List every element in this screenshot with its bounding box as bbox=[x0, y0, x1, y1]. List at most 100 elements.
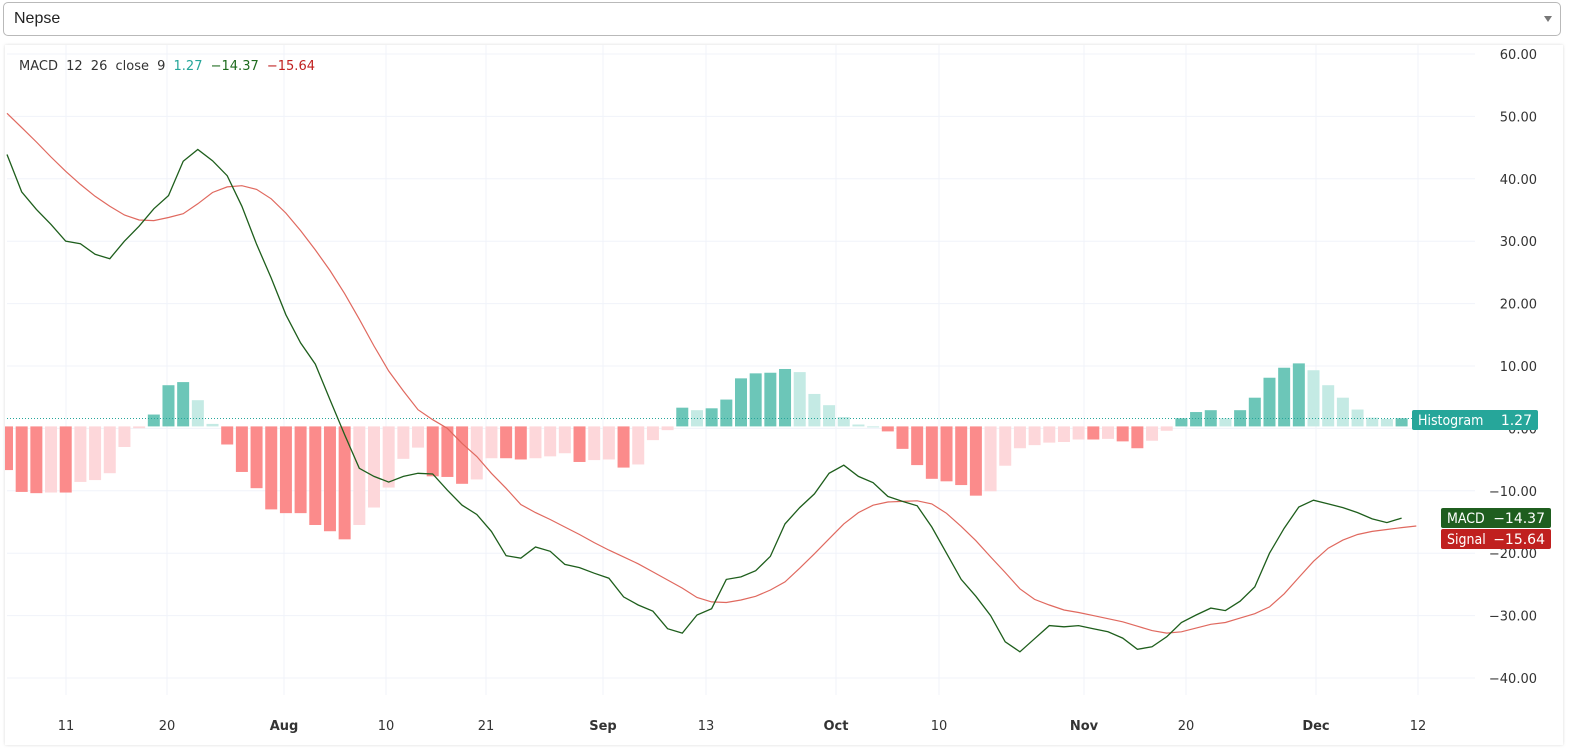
histogram-bar bbox=[133, 426, 146, 429]
y-tick-label: 50.00 bbox=[1500, 110, 1537, 125]
histogram-bar bbox=[1278, 367, 1291, 427]
histogram-price-label-name: Histogram bbox=[1418, 413, 1483, 429]
y-tick-label: −40.00 bbox=[1489, 672, 1537, 687]
histogram-bar bbox=[808, 393, 821, 427]
histogram-price-label: Histogram 1.27 bbox=[1412, 410, 1538, 430]
x-tick-label: 10 bbox=[931, 719, 948, 734]
histogram-bar bbox=[1307, 370, 1320, 427]
legend-name: MACD bbox=[19, 59, 58, 74]
x-tick-label: 10 bbox=[378, 719, 395, 734]
macd-price-label-value: −14.37 bbox=[1493, 511, 1545, 527]
x-tick-label: Sep bbox=[589, 719, 617, 734]
macd-price-label: MACD −14.37 bbox=[1441, 508, 1551, 528]
histogram-bar bbox=[470, 426, 483, 480]
histogram-bar bbox=[690, 410, 703, 427]
histogram-bar bbox=[514, 426, 527, 460]
histogram-bar bbox=[1292, 363, 1305, 427]
histogram-bar bbox=[852, 424, 865, 427]
histogram-bar bbox=[544, 426, 557, 457]
histogram-bar bbox=[1322, 385, 1335, 427]
y-tick-label: 40.00 bbox=[1500, 173, 1537, 188]
histogram-bar bbox=[412, 426, 425, 448]
histogram-bar bbox=[177, 382, 190, 427]
histogram-bar bbox=[323, 426, 336, 532]
histogram-bar bbox=[735, 378, 747, 427]
histogram-bar bbox=[1072, 426, 1085, 440]
histogram-bar bbox=[191, 400, 204, 427]
histogram-bar bbox=[867, 426, 880, 428]
histogram-bar bbox=[925, 426, 938, 479]
macd-chart[interactable]: 60.0050.0040.0030.0020.0010.000.00−10.00… bbox=[5, 45, 1563, 745]
histogram-bar bbox=[1380, 418, 1393, 427]
histogram-bar bbox=[529, 426, 542, 459]
histogram-bar bbox=[45, 426, 58, 493]
signal-price-label-bg bbox=[1441, 529, 1551, 549]
histogram-bar bbox=[485, 426, 498, 459]
histogram-bar bbox=[1057, 426, 1070, 442]
x-tick-label: 13 bbox=[698, 719, 715, 734]
histogram-bar bbox=[397, 426, 410, 459]
histogram-bar bbox=[1146, 426, 1159, 441]
legend-source: close bbox=[115, 59, 149, 74]
histogram-bar bbox=[837, 417, 850, 427]
histogram-bar bbox=[1175, 418, 1188, 427]
histogram-bar bbox=[103, 426, 116, 474]
x-tick-label: Oct bbox=[824, 719, 849, 734]
histogram-price-label-value: 1.27 bbox=[1501, 413, 1532, 429]
histogram-bar bbox=[984, 426, 997, 492]
y-tick-label: 20.00 bbox=[1500, 298, 1537, 313]
histogram-bar bbox=[1219, 418, 1232, 427]
histogram-bar bbox=[1395, 418, 1408, 427]
x-tick-label: Aug bbox=[270, 719, 299, 734]
histogram-bar bbox=[896, 426, 909, 449]
macd-price-label-name: MACD bbox=[1447, 511, 1485, 527]
price-labels: Histogram 1.27 MACD −14.37 Signal −15.64 bbox=[1412, 410, 1551, 549]
y-tick-label: 10.00 bbox=[1500, 360, 1537, 375]
histogram-bar bbox=[602, 426, 615, 460]
histogram-bar bbox=[793, 372, 806, 427]
histogram-bar bbox=[1013, 426, 1026, 449]
histogram-bar bbox=[59, 426, 72, 493]
x-tick-label: 20 bbox=[159, 719, 176, 734]
histogram-bar bbox=[1190, 412, 1203, 427]
histogram-bar bbox=[779, 368, 792, 427]
histogram-bar bbox=[588, 426, 601, 461]
histogram-bar bbox=[955, 426, 968, 486]
histogram-bar bbox=[250, 426, 263, 489]
histogram-bar bbox=[720, 399, 733, 427]
y-axis-ticks: 60.0050.0040.0030.0020.0010.000.00−10.00… bbox=[1489, 48, 1537, 687]
x-tick-label: 11 bbox=[58, 719, 75, 734]
histogram-bar bbox=[764, 372, 777, 427]
symbol-select-value: Nepse bbox=[14, 10, 61, 27]
histogram-price-label-bg bbox=[1412, 410, 1538, 430]
histogram-bar bbox=[632, 426, 645, 465]
histogram-bar bbox=[940, 426, 953, 482]
macd-price-label-bg bbox=[1441, 508, 1551, 528]
y-tick-label: 30.00 bbox=[1500, 235, 1537, 250]
histogram-bar bbox=[749, 373, 762, 427]
histogram-bars bbox=[5, 363, 1408, 540]
x-tick-label: Nov bbox=[1070, 719, 1099, 734]
macd-chart-panel[interactable]: 60.0050.0040.0030.0020.0010.000.00−10.00… bbox=[5, 45, 1563, 745]
histogram-bar bbox=[617, 426, 630, 468]
x-tick-label: 20 bbox=[1178, 719, 1195, 734]
x-tick-label: 12 bbox=[1410, 719, 1427, 734]
histogram-bar bbox=[1028, 426, 1041, 446]
histogram-bar bbox=[1116, 426, 1129, 442]
symbol-select[interactable]: Nepse bbox=[3, 2, 1561, 36]
histogram-bar bbox=[1160, 426, 1173, 431]
signal-price-label-name: Signal bbox=[1447, 532, 1486, 548]
histogram-bar bbox=[309, 426, 322, 525]
histogram-bar bbox=[1366, 417, 1379, 427]
histogram-bar bbox=[279, 426, 292, 514]
histogram-bar bbox=[235, 426, 248, 472]
histogram-bar bbox=[969, 426, 982, 496]
histogram-bar bbox=[265, 426, 278, 510]
legend-fast: 12 bbox=[66, 59, 83, 74]
legend-macd-value: −14.37 bbox=[210, 59, 259, 74]
histogram-bar bbox=[1248, 397, 1261, 427]
histogram-bar bbox=[74, 426, 87, 482]
chevron-down-icon bbox=[1544, 16, 1552, 22]
histogram-bar bbox=[558, 426, 571, 454]
x-tick-label: Dec bbox=[1302, 719, 1329, 734]
